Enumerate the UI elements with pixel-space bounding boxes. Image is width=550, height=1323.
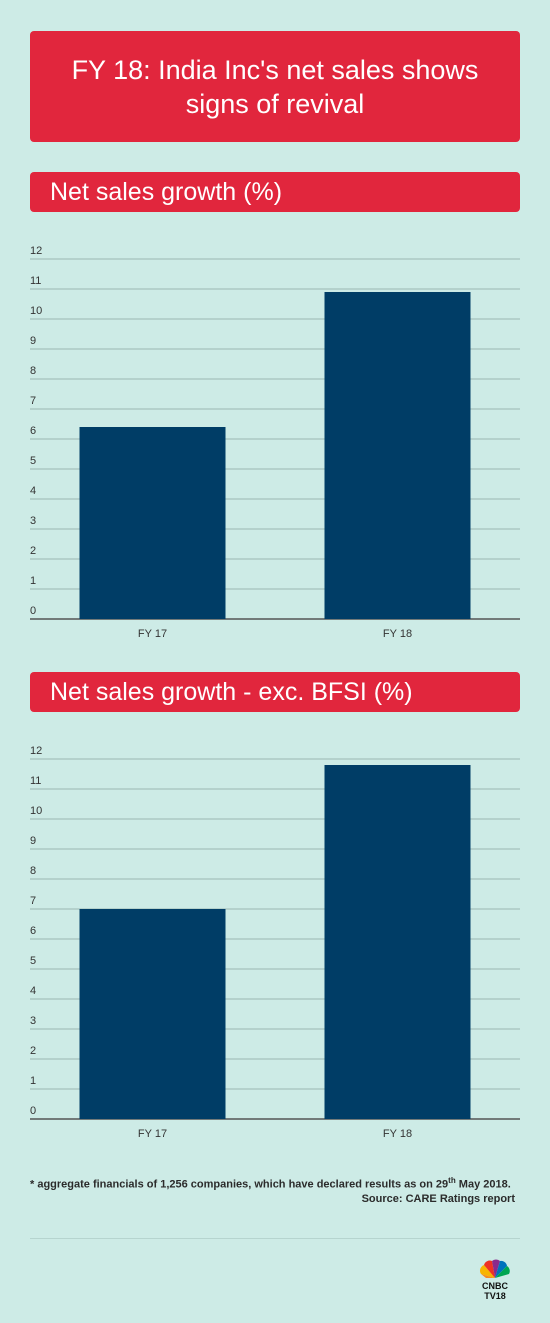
footer-divider bbox=[30, 1238, 520, 1239]
y-tick-label: 1 bbox=[30, 1075, 36, 1087]
y-tick-label: 12 bbox=[30, 745, 42, 757]
y-tick-label: 2 bbox=[30, 545, 36, 557]
footnote-prefix: * aggregate financials of 1,256 companie… bbox=[30, 1178, 449, 1191]
y-tick-label: 11 bbox=[30, 775, 41, 787]
y-tick-label: 1 bbox=[30, 575, 36, 587]
page-title: FY 18: India Inc's net sales shows signs… bbox=[30, 31, 520, 142]
y-tick-label: 6 bbox=[30, 425, 36, 437]
chart2-title: Net sales growth - exc. BFSI (%) bbox=[30, 672, 520, 712]
y-tick-label: 11 bbox=[30, 275, 41, 287]
y-tick-label: 7 bbox=[30, 895, 36, 907]
y-tick-label: 9 bbox=[30, 835, 36, 847]
bar-fy-17 bbox=[79, 427, 226, 619]
y-tick-label: 12 bbox=[30, 245, 42, 257]
footnote: * aggregate financials of 1,256 companie… bbox=[30, 1172, 516, 1194]
logo-text-tv18: TV18 bbox=[484, 1291, 506, 1301]
y-tick-label: 0 bbox=[30, 605, 36, 617]
source-note: Source: CARE Ratings report bbox=[361, 1193, 515, 1205]
chart1-title: Net sales growth (%) bbox=[30, 172, 520, 212]
y-tick-label: 8 bbox=[30, 865, 36, 877]
y-tick-label: 6 bbox=[30, 925, 36, 937]
y-tick-label: 10 bbox=[30, 805, 42, 817]
y-tick-label: 0 bbox=[30, 1105, 36, 1117]
y-tick-label: 3 bbox=[30, 515, 36, 527]
logo-text-cnbc: CNBC bbox=[482, 1281, 508, 1291]
y-tick-label: 10 bbox=[30, 305, 42, 317]
footnote-sup: th bbox=[448, 1176, 456, 1185]
bar-fy-18 bbox=[324, 292, 471, 619]
x-category-label: FY 18 bbox=[383, 1128, 412, 1140]
peacock-icon bbox=[479, 1259, 510, 1278]
y-tick-label: 7 bbox=[30, 395, 36, 407]
y-tick-label: 9 bbox=[30, 335, 36, 347]
cnbc-tv18-logo: CNBC TV18 bbox=[470, 1258, 520, 1308]
bar-fy-17 bbox=[79, 909, 226, 1119]
y-tick-label: 4 bbox=[30, 985, 36, 997]
y-tick-label: 5 bbox=[30, 455, 36, 467]
y-tick-label: 2 bbox=[30, 1045, 36, 1057]
x-category-label: FY 17 bbox=[138, 1128, 167, 1140]
x-category-label: FY 17 bbox=[138, 628, 167, 640]
y-tick-label: 5 bbox=[30, 955, 36, 967]
y-tick-label: 4 bbox=[30, 485, 36, 497]
bar-fy-18 bbox=[324, 765, 471, 1119]
y-tick-label: 3 bbox=[30, 1015, 36, 1027]
x-category-label: FY 18 bbox=[383, 628, 412, 640]
footnote-suffix: May 2018. bbox=[455, 1178, 511, 1191]
y-tick-label: 8 bbox=[30, 365, 36, 377]
